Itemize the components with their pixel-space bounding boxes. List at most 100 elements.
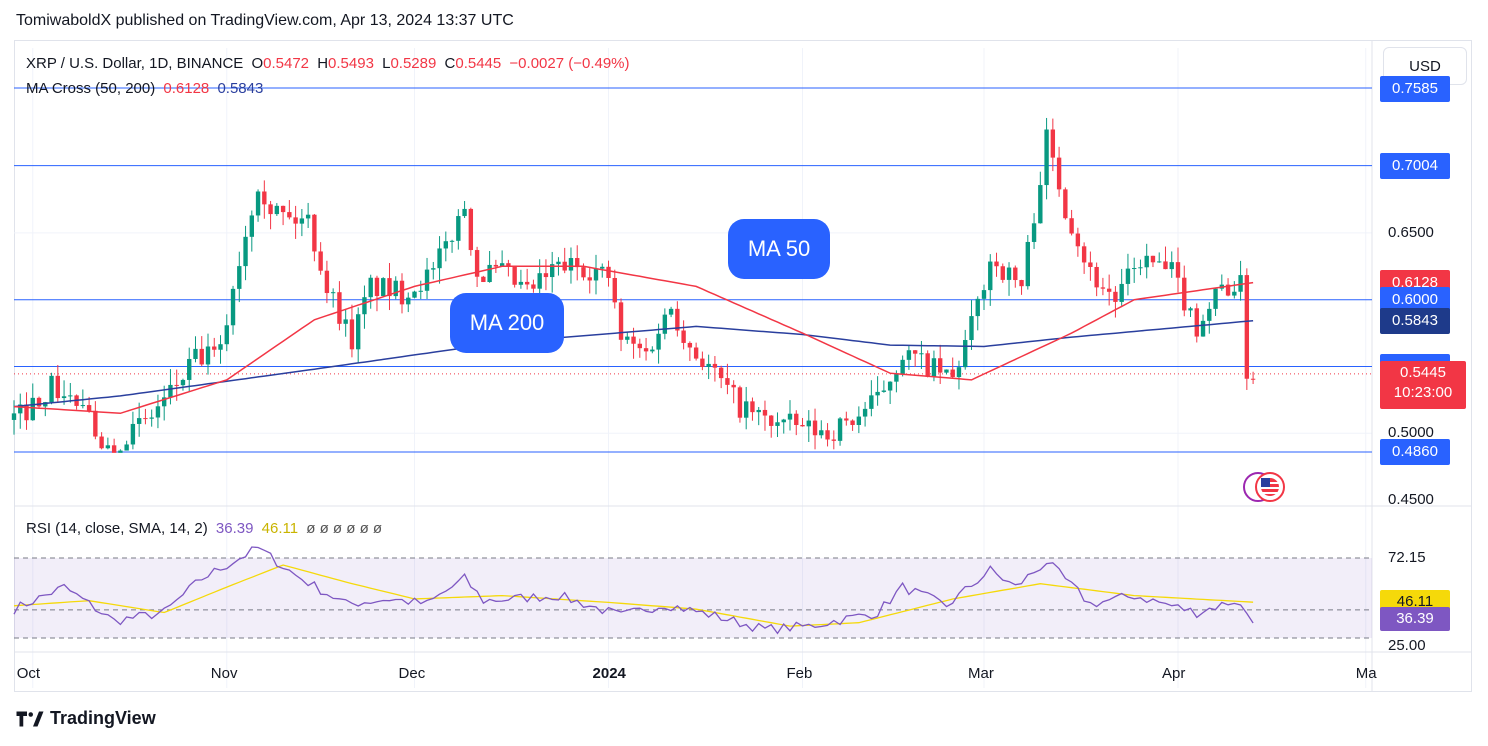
candle-body [68, 395, 73, 397]
open-label: O [251, 55, 264, 72]
candle-body [199, 348, 204, 365]
candle-body [1006, 267, 1012, 280]
candle-body [274, 205, 280, 215]
candles [11, 117, 1256, 453]
candle-body [30, 397, 35, 421]
candle-body [337, 292, 342, 324]
candle-body [487, 264, 492, 283]
price-level-label: 0.5445 10:23:00 [1380, 360, 1466, 409]
candle-body [762, 409, 768, 416]
tradingview-footer[interactable]: TradingView [16, 708, 156, 729]
candle-body [650, 349, 655, 352]
candle-body [875, 391, 880, 396]
rsi-legend[interactable]: RSI (14, close, SMA, 14, 2) 36.39 46.11 … [26, 520, 386, 537]
candle-body [819, 430, 824, 436]
candle-body [18, 404, 23, 414]
candle-body [543, 273, 549, 278]
time-tick-label: Feb [786, 665, 813, 682]
candle-body [1188, 308, 1193, 311]
candle-body [424, 269, 430, 291]
close-label: C [444, 55, 456, 72]
candle-body [143, 418, 148, 420]
candle-body [537, 273, 542, 289]
candle-body [1056, 157, 1062, 190]
candle-body [80, 405, 86, 407]
rsi-band [14, 558, 1372, 638]
candle-body [731, 384, 736, 388]
candle-body [506, 263, 511, 267]
candle-body [180, 379, 186, 386]
candle-body [474, 250, 480, 277]
candle-body [418, 290, 423, 292]
candle-body [687, 342, 693, 348]
candle-body [593, 268, 599, 281]
ohlc-legend: XRP / U.S. Dollar, 1D, BINANCE O0.5472 H… [26, 55, 634, 72]
price-level-label: 0.5843 [1380, 307, 1450, 334]
candle-body [775, 422, 780, 426]
candle-body [437, 248, 442, 269]
candle-body [1088, 262, 1093, 267]
candle-body [1200, 320, 1206, 337]
candle-body [668, 308, 674, 315]
candle-body [812, 420, 818, 436]
grid-layer [14, 40, 1472, 692]
candle-body [712, 363, 718, 368]
candle-body [862, 408, 868, 417]
candle-body [230, 288, 236, 326]
candle-body [587, 277, 592, 281]
candle-body [212, 346, 217, 350]
candle-body [662, 314, 668, 334]
candle-body [550, 264, 555, 278]
candle-body [462, 208, 467, 217]
moving-averages [13, 265, 1254, 415]
candle-body [381, 278, 386, 297]
candle-body [1232, 291, 1237, 296]
ma200-annotation: MA 200 [450, 293, 564, 353]
us-flag-event-icon[interactable] [1241, 470, 1297, 504]
bar-countdown: 10:23:00 [1393, 383, 1453, 401]
candle-body [293, 217, 298, 224]
candle-body [155, 406, 161, 418]
candle-body [1119, 283, 1124, 302]
tradingview-logo-icon [16, 711, 44, 726]
candle-body [468, 208, 474, 251]
candle-body [994, 261, 999, 267]
candle-body [11, 413, 17, 420]
candle-body [1100, 287, 1106, 289]
candle-body [794, 413, 799, 426]
candle-body [356, 314, 361, 350]
candle-body [268, 204, 273, 215]
candle-body [1106, 288, 1112, 292]
candle-body [950, 369, 955, 378]
candle-body [111, 445, 117, 453]
change-value: −0.0027 (−0.49%) [509, 55, 630, 72]
candle-body [324, 270, 330, 294]
candle-body [374, 277, 380, 297]
candle-body [581, 267, 586, 278]
candle-body [1175, 262, 1181, 278]
candle-body [1138, 267, 1143, 269]
candle-body [118, 450, 123, 453]
candle-body [93, 410, 98, 437]
candle-body [1150, 255, 1156, 263]
candle-body [318, 251, 323, 271]
candle-body [205, 346, 211, 365]
chart-frame [14, 40, 1472, 692]
candle-body [168, 384, 173, 398]
ma-legend[interactable]: MA Cross (50, 200) 0.6128 0.5843 [26, 80, 267, 97]
candle-body [1013, 267, 1018, 281]
candle-body [919, 353, 924, 355]
candle-body [406, 297, 411, 305]
candle-body [1132, 268, 1137, 270]
candle-body [700, 358, 705, 367]
candle-body [894, 374, 899, 382]
rsi-sma-line [13, 564, 1254, 627]
candle-body [55, 375, 60, 399]
candle-body [431, 268, 436, 270]
candle-body [631, 336, 636, 344]
candle-body [750, 401, 755, 413]
candle-body [656, 333, 661, 350]
candle-body [737, 387, 743, 418]
time-tick-label: Dec [398, 665, 426, 682]
